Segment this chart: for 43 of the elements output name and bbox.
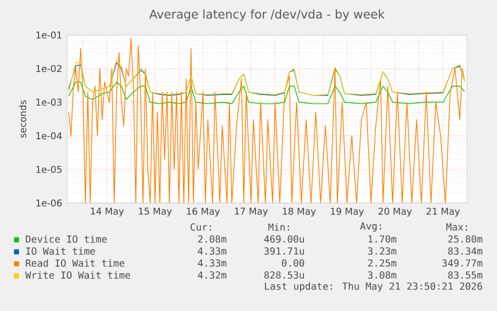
text: 3.23m	[368, 247, 396, 255]
text: Avg:	[360, 222, 382, 232]
line-series	[68, 82, 465, 104]
y-tick-label: 1e-05	[36, 166, 62, 173]
text: 0.00	[282, 259, 304, 267]
y-tick-label: 1e-01	[36, 31, 62, 39]
text: 1.70m	[368, 235, 396, 243]
chart-title: Average latency for /dev/vda - by week	[149, 9, 385, 21]
legend-label: Read IO Wait time	[26, 259, 124, 267]
text: 349.77m	[442, 259, 482, 267]
x-tick-label: 15 May	[138, 208, 172, 216]
text: Min:	[268, 223, 290, 231]
text: 83.55m	[448, 271, 482, 279]
text: 2.25m	[368, 259, 396, 267]
text: 4.32m	[198, 271, 226, 279]
x-tick-label: 20 May	[378, 208, 412, 217]
x-tick-label: 19 May	[330, 208, 364, 217]
x-tick-label: 21 May	[426, 208, 460, 217]
text: 4.33m	[198, 259, 226, 267]
text: 83.34m	[448, 247, 482, 255]
text: Cur:	[190, 223, 212, 231]
text: 2.08m	[198, 235, 226, 243]
legend-label: IO Wait time	[26, 247, 95, 255]
x-tick-label: 17 May	[234, 208, 268, 216]
y-axis-title: seconds	[19, 100, 26, 138]
text: Max:	[446, 223, 468, 231]
text: 3.08m	[368, 271, 396, 279]
text: 4.33m	[198, 247, 226, 255]
x-tick-label: 14 May	[90, 208, 124, 216]
text: 25.80m	[448, 235, 482, 243]
y-tick-label: 1e-02	[36, 65, 62, 72]
y-tick-label: 1e-04	[36, 132, 62, 140]
x-tick-label: 18 May	[282, 208, 316, 217]
x-tick-label: 16 May	[186, 208, 220, 217]
text: 469.00u	[264, 235, 304, 243]
line-series	[68, 38, 465, 203]
text: Last update: Thu May 21 23:50:21 2026	[264, 282, 482, 292]
legend-label: Write IO Wait time	[25, 271, 130, 279]
y-tick-label: 1e-06	[36, 199, 62, 207]
legend-label: Device IO time	[26, 235, 107, 243]
text: 391.71u	[264, 247, 304, 255]
text: 828.53u	[264, 271, 304, 279]
y-tick-label: 1e-03	[36, 98, 62, 106]
